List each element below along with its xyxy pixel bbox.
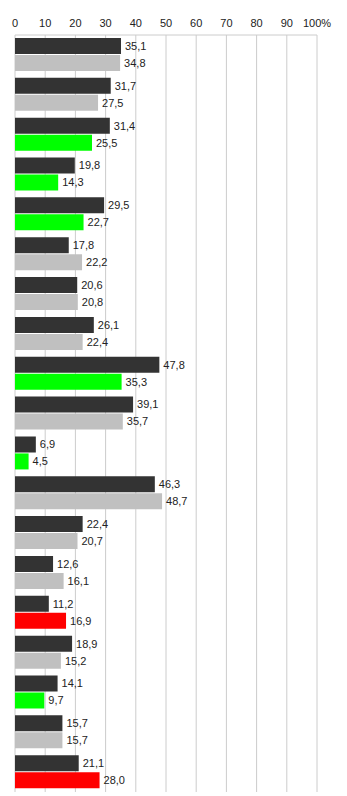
svg-text:11,2: 11,2 [53, 598, 74, 610]
svg-text:20,6: 20,6 [81, 279, 102, 291]
svg-text:20: 20 [69, 17, 81, 29]
svg-text:18,9: 18,9 [76, 638, 97, 650]
svg-text:31,4: 31,4 [114, 120, 135, 132]
svg-text:46,3: 46,3 [159, 478, 180, 490]
svg-text:15,2: 15,2 [65, 655, 86, 667]
svg-text:35,7: 35,7 [127, 415, 148, 427]
svg-text:16,1: 16,1 [68, 575, 89, 587]
svg-text:19,8: 19,8 [79, 159, 100, 171]
svg-text:29,5: 29,5 [108, 199, 129, 211]
svg-text:20,8: 20,8 [82, 296, 103, 308]
svg-text:35,3: 35,3 [126, 376, 147, 388]
svg-text:47,8: 47,8 [163, 359, 184, 371]
svg-text:15,7: 15,7 [66, 734, 87, 746]
svg-text:10: 10 [39, 17, 51, 29]
svg-text:22,4: 22,4 [87, 518, 108, 530]
svg-text:4,5: 4,5 [33, 455, 48, 467]
svg-text:80: 80 [250, 17, 262, 29]
svg-text:90: 90 [281, 17, 293, 29]
svg-text:14,3: 14,3 [62, 176, 83, 188]
svg-text:39,1: 39,1 [137, 398, 158, 410]
svg-text:9,7: 9,7 [48, 694, 63, 706]
svg-text:0: 0 [12, 17, 18, 29]
svg-text:22,4: 22,4 [87, 336, 108, 348]
svg-text:40: 40 [130, 17, 142, 29]
svg-text:15,7: 15,7 [66, 717, 87, 729]
svg-text:27,5: 27,5 [102, 97, 123, 109]
svg-text:12,6: 12,6 [57, 558, 78, 570]
svg-text:6,9: 6,9 [40, 438, 55, 450]
svg-text:48,7: 48,7 [166, 495, 187, 507]
svg-text:25,5: 25,5 [96, 137, 117, 149]
svg-text:16,9: 16,9 [70, 615, 91, 627]
svg-text:60: 60 [190, 17, 202, 29]
svg-text:14,1: 14,1 [62, 677, 83, 689]
svg-text:20,7: 20,7 [82, 535, 103, 547]
svg-text:21,1: 21,1 [83, 757, 104, 769]
svg-text:26,1: 26,1 [98, 319, 119, 331]
svg-text:34,8: 34,8 [124, 57, 145, 69]
svg-text:17,8: 17,8 [73, 239, 94, 251]
svg-text:28,0: 28,0 [104, 774, 125, 786]
svg-text:30: 30 [99, 17, 111, 29]
svg-text:35,1: 35,1 [125, 40, 146, 52]
svg-text:50: 50 [160, 17, 172, 29]
svg-text:22,7: 22,7 [88, 216, 109, 228]
svg-text:100%: 100% [303, 17, 331, 29]
svg-text:22,2: 22,2 [86, 256, 107, 268]
svg-text:70: 70 [220, 17, 232, 29]
svg-text:31,7: 31,7 [115, 80, 136, 92]
